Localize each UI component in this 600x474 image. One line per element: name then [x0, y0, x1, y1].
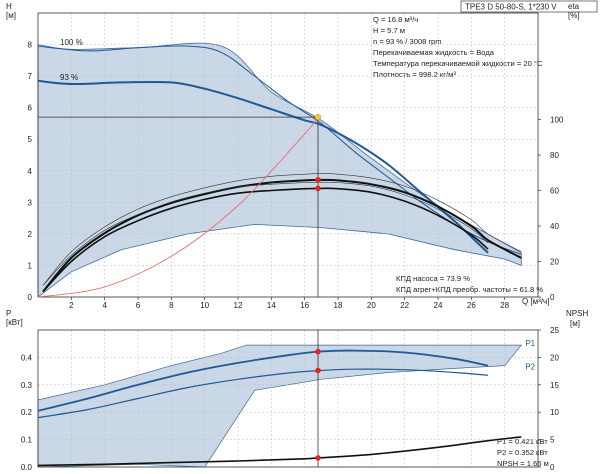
- h-tick-label: 5: [28, 135, 33, 144]
- q-tick-label: 10: [200, 301, 209, 310]
- efficiency-curve: [42, 178, 522, 293]
- q-tick-label: 26: [467, 301, 476, 310]
- chart-title: TPE3 D 50-80-S, 1*230 V: [465, 3, 557, 12]
- eta-tick-label: 20: [550, 258, 559, 267]
- eta-tick-label: 80: [550, 151, 559, 160]
- h-tick-label: 8: [28, 41, 33, 50]
- q-tick-label: 18: [334, 301, 343, 310]
- q-tick-label: 12: [234, 301, 243, 310]
- power-line-1: P2 = 0.352 кВт: [497, 448, 548, 457]
- info-line-5: Плотность = 998.2 кг/м³: [373, 70, 456, 79]
- info-line-0: Q = 16.8 м³/ч: [373, 15, 418, 24]
- q-tick-label: 24: [434, 301, 443, 310]
- info-line-3: Перекачиваемая жидкость = Вода: [373, 48, 495, 57]
- info-line-2: n = 93 % / 3008 rpm: [373, 37, 442, 46]
- info-line-1: H = 5.7 м: [373, 26, 405, 35]
- system-curve: [37, 116, 319, 298]
- info-line-4: Температура перекачиваемой жидкости = 20…: [373, 59, 543, 68]
- eta-axis-label: eta: [568, 2, 580, 11]
- title-box: [460, 0, 598, 13]
- q-tick-label: 20: [367, 301, 376, 310]
- q-tick-label: 2: [69, 301, 74, 310]
- npsh-tick-label: 20: [550, 353, 559, 362]
- p-axis-unit: [кВт]: [6, 318, 23, 327]
- head-plot-frame: [37, 12, 539, 298]
- q-tick-label: 14: [267, 301, 276, 310]
- head-envelope-area: [37, 42, 522, 298]
- p-tick-label: 0.1: [21, 436, 33, 445]
- operating-info: Q = 16.8 м³/ч H = 5.7 м n = 93 % / 3008 …: [373, 15, 543, 79]
- eff-line-1: КПД агрег+КПД преобр. частоты = 61.8 %: [396, 285, 543, 294]
- npsh-axis-unit: [м]: [570, 319, 580, 328]
- npsh-curve: [37, 436, 522, 467]
- h-axis-unit: [м]: [6, 11, 16, 20]
- q-tick-label: 6: [136, 301, 141, 310]
- op-eta-pump-marker: [315, 177, 321, 183]
- p-tick-label: 0.0: [21, 463, 33, 472]
- efficiency-band-line: [42, 181, 489, 286]
- h-tick-label: 1: [28, 261, 33, 270]
- npsh-tick-label: 0: [550, 463, 555, 472]
- npsh-tick-label: 10: [550, 408, 559, 417]
- power-line-2: NPSH = 1.66 м: [497, 459, 549, 468]
- op-p1-marker: [315, 348, 321, 355]
- eta-tick-label: 100: [550, 116, 564, 125]
- p-tick-label: 0.3: [21, 381, 33, 390]
- x-axis-label: Q [м³/ч]: [522, 297, 549, 306]
- npsh-axis-label: NPSH: [566, 309, 588, 318]
- q-tick-label: 8: [169, 301, 174, 310]
- power-curve-p1: [37, 349, 489, 412]
- power-curve-p2: [37, 368, 489, 419]
- h-axis-label: H: [6, 2, 12, 11]
- q-tick-label: 16: [300, 301, 309, 310]
- eta-axis-unit: [%]: [568, 11, 580, 20]
- npsh-tick-label: 25: [550, 326, 559, 335]
- p1-label: P1: [525, 339, 535, 348]
- efficiency-band-line: [42, 173, 522, 286]
- q-tick-label: 4: [102, 301, 107, 310]
- npsh-tick-label: 15: [550, 381, 559, 390]
- power-envelope-area: [37, 344, 523, 468]
- eta-tick-label: 40: [550, 222, 559, 231]
- op-head-marker: [314, 114, 322, 121]
- curve-label: 100 %: [60, 38, 83, 47]
- h-tick-label: 7: [28, 72, 33, 81]
- curve-label: 93 %: [60, 73, 78, 82]
- efficiency-info: КПД насоса = 73.9 % КПД агрег+КПД преобр…: [396, 274, 543, 294]
- q-tick-label: 22: [400, 301, 409, 310]
- power-line-0: P1 = 0.421 кВт: [497, 437, 548, 446]
- op-p2-marker: [315, 367, 321, 374]
- h-tick-label: 2: [28, 230, 33, 239]
- p-axis-label: P: [6, 309, 11, 318]
- power-plot-frame: [37, 329, 539, 468]
- op-npsh-marker: [315, 455, 321, 461]
- p2-label: P2: [525, 363, 535, 372]
- npsh-tick-label: 5: [550, 436, 555, 445]
- efficiency-curve: [42, 187, 489, 293]
- op-eta-total-marker: [315, 185, 321, 192]
- q-tick-label: 28: [500, 301, 509, 310]
- eta-tick-label: 60: [550, 187, 559, 196]
- eta-tick-label: 0: [550, 293, 555, 302]
- h-tick-label: 3: [28, 198, 33, 207]
- power-npsh-plot: 0.0 0.1 0.2 0.3 0.4 0 5 10 15 20 25 P1 P2: [21, 326, 560, 472]
- h-tick-label: 4: [28, 167, 33, 176]
- p-tick-label: 0.2: [21, 408, 33, 417]
- eff-line-0: КПД насоса = 73.9 %: [396, 274, 470, 283]
- p-tick-label: 0.4: [21, 353, 33, 362]
- power-info: P1 = 0.421 кВт P2 = 0.352 кВт NPSH = 1.6…: [497, 437, 549, 468]
- h-tick-label: 0: [28, 293, 33, 302]
- h-tick-label: 6: [28, 104, 33, 113]
